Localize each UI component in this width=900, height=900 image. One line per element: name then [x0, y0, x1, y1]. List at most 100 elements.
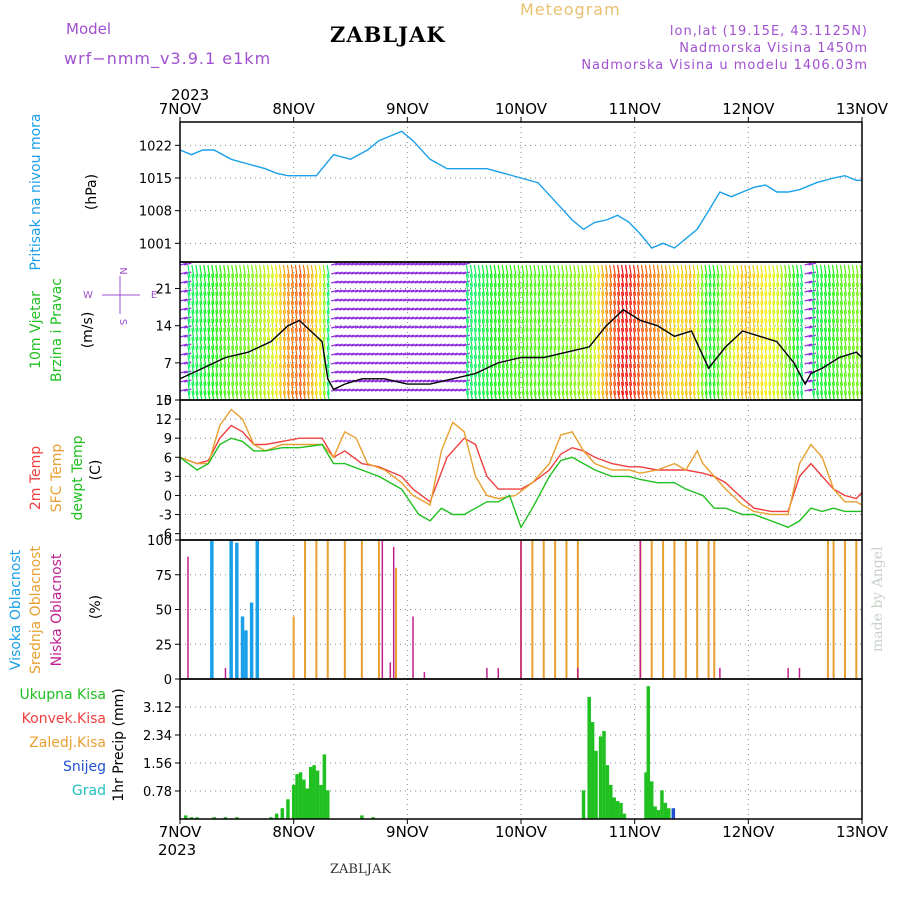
wind-barb: [549, 381, 553, 395]
wind-barb: [780, 318, 784, 332]
wind-barb: [533, 282, 537, 296]
wind-barb: [473, 300, 477, 314]
wind-barb: [764, 318, 768, 332]
wind-barb: [796, 264, 800, 278]
wind-barb: [378, 388, 387, 392]
wind-barb: [370, 352, 379, 356]
wind-barb: [243, 372, 247, 386]
wind-barb: [438, 271, 447, 275]
wind-barb: [254, 354, 259, 368]
wind-barb: [704, 363, 708, 377]
wind-barb: [517, 390, 521, 401]
wind-barb: [752, 282, 756, 296]
wind-barb: [581, 300, 585, 314]
wind-barb: [183, 316, 192, 320]
wind-barb: [473, 354, 477, 368]
wind-barb: [517, 345, 521, 359]
wind-barb: [740, 327, 744, 341]
wind-barb: [553, 354, 557, 368]
wind-barb: [247, 336, 251, 350]
wind-barb: [740, 318, 744, 332]
wind-barb: [243, 300, 247, 314]
wind-barb: [262, 327, 267, 341]
wind-barb: [358, 262, 367, 266]
wind-barb: [644, 363, 649, 377]
wind-barb: [462, 271, 470, 275]
wind-barb: [282, 291, 287, 305]
wind-barb: [282, 318, 287, 332]
wind-barb: [656, 273, 660, 287]
wind-barb: [811, 291, 816, 305]
wind-barb: [843, 300, 847, 314]
wind-barb: [402, 352, 411, 356]
wind-barb: [839, 327, 843, 341]
wind-barb: [792, 318, 796, 332]
wind-barb: [366, 289, 375, 293]
wind-barb: [668, 309, 672, 323]
wind-barb: [752, 264, 756, 278]
wind-barb: [760, 318, 764, 332]
wind-barb: [811, 372, 816, 386]
wind-barb: [358, 271, 367, 275]
wind-barb: [851, 318, 855, 332]
wind-barb: [370, 316, 379, 320]
wind-barb: [414, 280, 423, 284]
wind-barb: [577, 345, 581, 359]
wind-barb: [712, 363, 716, 377]
wind-barb: [788, 345, 792, 359]
wind-barb: [426, 379, 435, 383]
wind-barb: [254, 300, 259, 314]
wind-barb: [485, 381, 489, 395]
wind-barb: [593, 273, 597, 287]
wind-barb: [454, 343, 463, 347]
wind-barb: [310, 381, 314, 395]
wind-barb: [628, 273, 633, 287]
wind-barb: [274, 381, 279, 395]
wind-barb: [406, 289, 415, 293]
wind-barb: [768, 300, 772, 314]
wind-barb: [358, 334, 367, 338]
wind-barb: [796, 381, 800, 395]
wind-barb: [223, 336, 227, 350]
wind-barb: [286, 282, 291, 296]
wind-barb: [521, 327, 525, 341]
wind-barb: [847, 282, 851, 296]
wind-barb: [207, 282, 211, 296]
wind-barb: [481, 327, 485, 341]
wind-barb: [322, 336, 326, 350]
wind-barb: [446, 343, 455, 347]
wind-barb: [752, 345, 756, 359]
wind-barb: [660, 291, 664, 305]
wind-barb: [728, 291, 732, 305]
wind-barb: [426, 298, 435, 302]
wind-barb: [438, 361, 447, 365]
wind-barb: [302, 363, 306, 377]
wind-barb: [219, 336, 223, 350]
wind-barb: [418, 343, 427, 347]
wind-barb: [219, 381, 223, 395]
wind-barb: [362, 325, 371, 329]
wind-barb: [676, 318, 680, 332]
wind-barb: [235, 390, 239, 401]
wind-barb: [179, 379, 188, 383]
wind-barb: [374, 262, 383, 266]
wind-barb: [243, 327, 247, 341]
wind-barb: [251, 390, 255, 401]
wind-barb: [815, 291, 820, 305]
wind-barb: [847, 363, 851, 377]
wind-barb: [851, 327, 855, 341]
wind-barb: [382, 271, 391, 275]
wind-barb: [597, 390, 601, 401]
wind-barb: [306, 327, 310, 341]
wind-barb: [636, 282, 641, 296]
wind-barb: [335, 316, 343, 320]
wind-barb: [239, 345, 243, 359]
wind-barb: [839, 372, 843, 386]
wind-barb: [458, 280, 466, 284]
wind-barb: [517, 327, 521, 341]
precip-total-bar: [587, 696, 591, 819]
precip-total-bar: [286, 799, 290, 819]
wind-barb: [688, 354, 692, 368]
wind-barb: [306, 291, 310, 305]
wind-barb: [652, 291, 657, 305]
